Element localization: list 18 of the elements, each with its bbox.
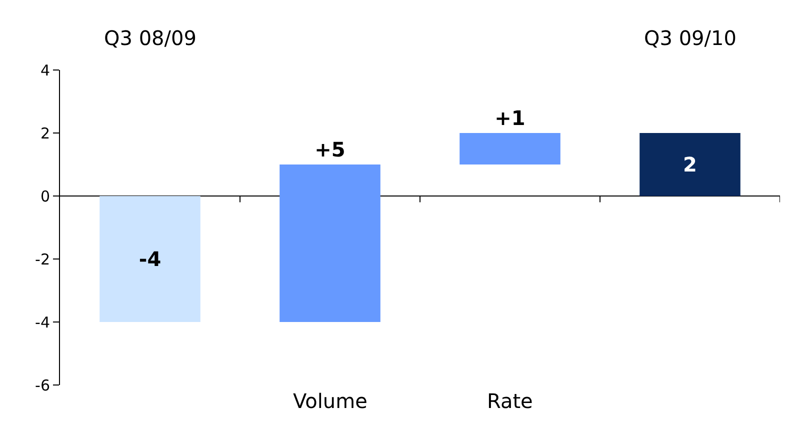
y-tick-label: 4 bbox=[40, 61, 50, 80]
x-tick-label: Volume bbox=[293, 389, 368, 413]
y-tick-label: 2 bbox=[40, 124, 50, 142]
y-tick-label: -6 bbox=[35, 376, 50, 394]
x-tick-label: Q3 08/09 bbox=[104, 26, 196, 50]
y-tick-label: -4 bbox=[35, 313, 50, 332]
x-tick-label: Q3 09/10 bbox=[644, 26, 736, 50]
bar bbox=[460, 133, 560, 164]
x-tick-label: Rate bbox=[487, 389, 533, 413]
bar bbox=[640, 133, 740, 196]
bar bbox=[100, 196, 200, 322]
y-tick-label: 0 bbox=[40, 187, 50, 206]
y-tick-label: -2 bbox=[35, 250, 50, 268]
data-label: 2 bbox=[683, 152, 697, 176]
data-label: -4 bbox=[138, 247, 162, 271]
data-label: +5 bbox=[314, 138, 346, 162]
bar bbox=[280, 164, 380, 322]
data-label: +1 bbox=[494, 106, 526, 130]
